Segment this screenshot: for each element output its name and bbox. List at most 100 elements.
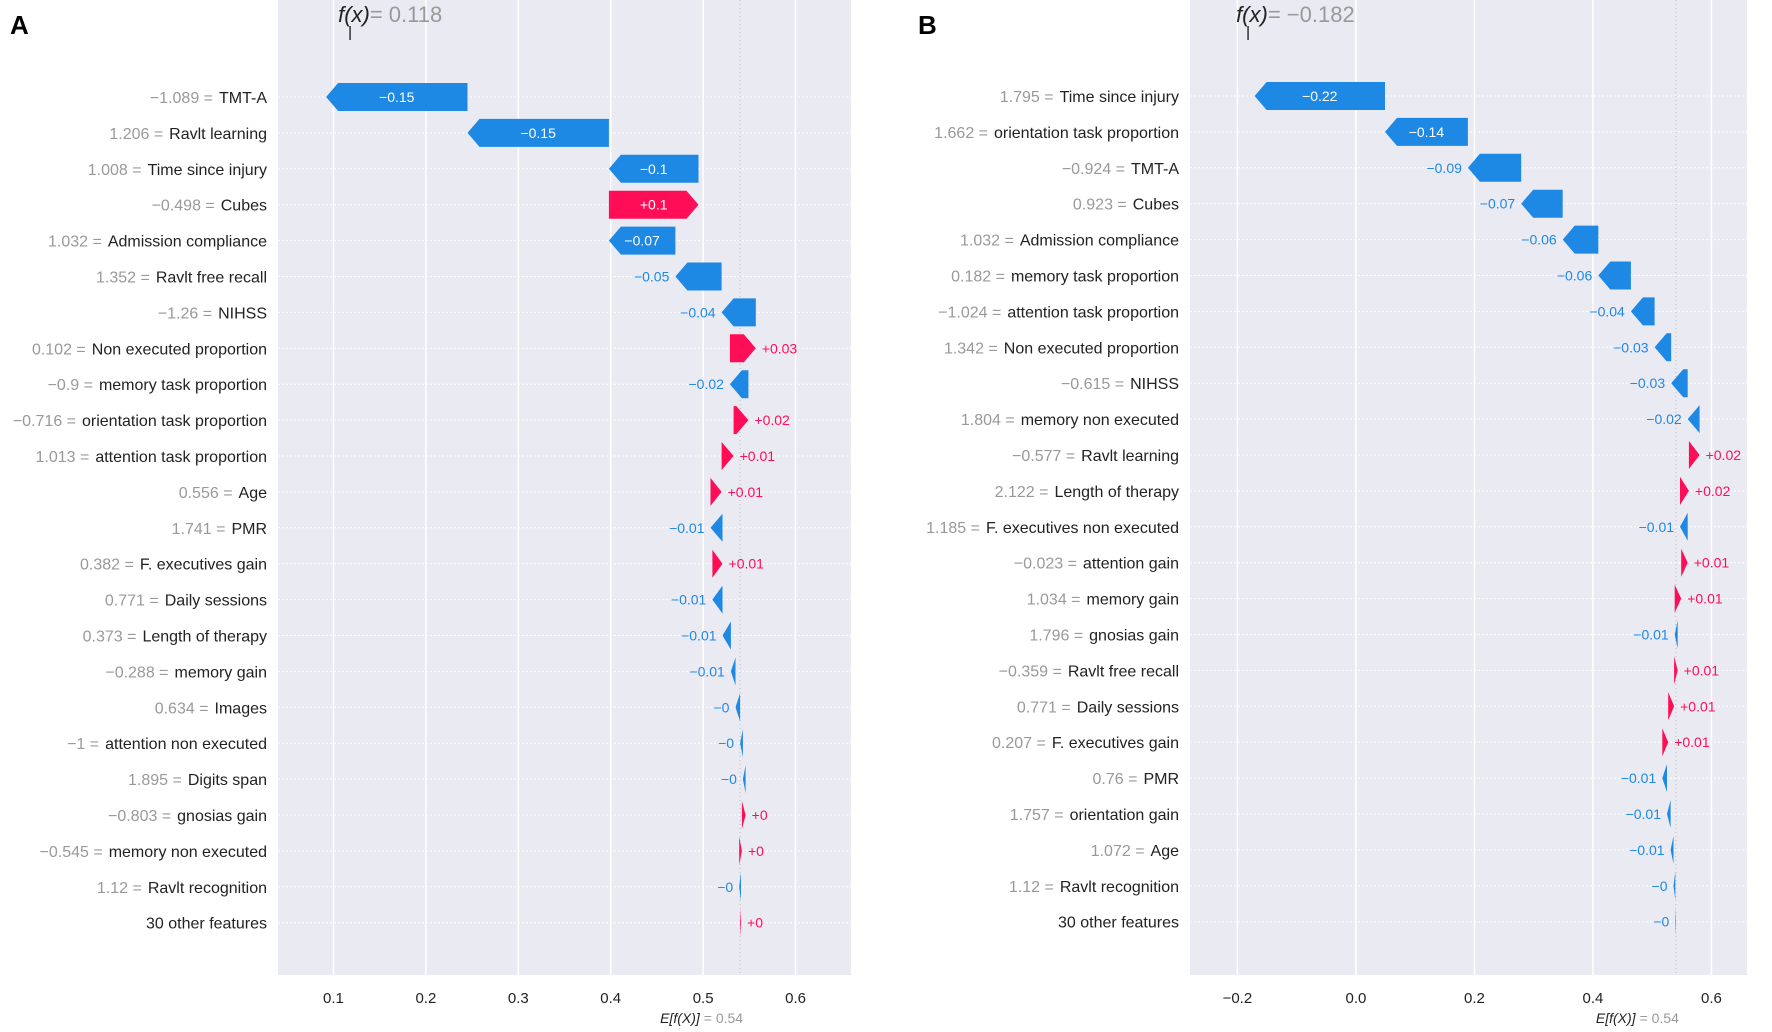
feature-name: orientation task proportion [82, 413, 267, 430]
bar-positive [1668, 692, 1675, 721]
feature-value: 0.771 = [1017, 699, 1071, 716]
feature-label: −1 = attention non executed [67, 736, 267, 753]
bar-label: −0 [717, 879, 733, 895]
feature-value: −0.9 = [48, 377, 93, 394]
bar-label: −0.01 [1621, 770, 1657, 786]
feature-label: 1.072 = Age [1091, 843, 1179, 860]
bar-positive [1662, 728, 1669, 757]
bar-negative [1680, 512, 1688, 541]
bar-label: +0.01 [1694, 555, 1730, 571]
feature-value: 1.072 = [1091, 843, 1145, 860]
x-tick-label: 0.4 [1583, 990, 1604, 1007]
feature-value: 1.206 = [109, 126, 163, 143]
feature-label: 0.634 = Images [155, 700, 267, 717]
feature-label: 1.796 = gnosias gain [1029, 628, 1179, 645]
feature-value: 1.013 = [36, 449, 90, 466]
bar-negative [1385, 117, 1468, 146]
bar-label: +0 [748, 843, 764, 859]
bar-positive [1674, 656, 1678, 685]
bar-negative [742, 765, 746, 794]
bar-negative [326, 83, 468, 111]
feature-name: Daily sessions [165, 593, 267, 610]
feature-value: −0.803 = [108, 808, 171, 825]
feature-name: attention non executed [105, 736, 267, 753]
bar-positive [1680, 476, 1689, 505]
feature-value: 0.182 = [951, 269, 1005, 286]
bar-label: +0.01 [1684, 662, 1720, 678]
x-tick-label: 0.4 [600, 990, 621, 1007]
feature-name: Ravlt learning [169, 126, 267, 143]
feature-label: 0.373 = Length of therapy [83, 629, 267, 646]
feature-label: −0.803 = gnosias gain [108, 808, 267, 825]
bar-negative [1662, 764, 1667, 793]
bar-label: +0.01 [740, 448, 776, 464]
bar-positive [1688, 441, 1700, 469]
feature-name: gnosias gain [177, 808, 267, 825]
bar-negative [1670, 835, 1674, 864]
bar-positive [608, 190, 699, 219]
bar-label: −0.15 [379, 89, 415, 105]
feature-value: 1.185 = [926, 520, 980, 537]
feature-label: 0.771 = Daily sessions [105, 593, 267, 610]
bar-negative [1654, 333, 1672, 362]
x-tick-label: 0.5 [693, 990, 714, 1007]
feature-label: 1.795 = Time since injury [1000, 89, 1179, 106]
bar-label: −0.1 [640, 161, 668, 177]
bar-label: +0.01 [1674, 734, 1710, 750]
feature-label: 1.008 = Time since injury [88, 162, 267, 179]
feature-label: 1.804 = memory non executed [961, 412, 1179, 429]
feature-label: 2.122 = Length of therapy [995, 484, 1179, 501]
bar-label: −0.01 [1633, 627, 1669, 643]
feature-name: orientation task proportion [994, 125, 1179, 142]
bar-label: −0.04 [680, 304, 716, 320]
feature-name: PMR [1143, 771, 1179, 788]
feature-value: 0.556 = [179, 485, 233, 502]
feature-value: 0.207 = [992, 735, 1046, 752]
bar-label: −0.03 [1613, 339, 1649, 355]
expected-value: = 0.54 [704, 1010, 744, 1026]
feature-value: 1.032 = [48, 234, 102, 251]
feature-value: −1.024 = [938, 304, 1001, 321]
bar-label: +0.03 [762, 340, 798, 356]
feature-value: 1.804 = [961, 412, 1015, 429]
feature-value: 1.342 = [944, 340, 998, 357]
feature-label: 30 other features [146, 916, 267, 933]
feature-label: −0.924 = TMT-A [1062, 161, 1179, 178]
feature-name: NIHSS [1130, 376, 1179, 393]
bar-label: −0.01 [1639, 519, 1675, 535]
feature-name: F. executives gain [1052, 735, 1179, 752]
panel-letter: A [10, 10, 29, 40]
feature-name: F. executives non executed [986, 520, 1179, 537]
bar-negative [730, 657, 736, 686]
feature-label: 1.12 = Ravlt recognition [1009, 879, 1179, 896]
feature-label: −0.359 = Ravlt free recall [999, 663, 1179, 680]
bar-negative [721, 298, 756, 327]
bar-negative [1467, 153, 1522, 182]
bar-negative [1687, 405, 1700, 434]
bar-negative [1598, 261, 1631, 290]
feature-name: attention gain [1083, 556, 1179, 573]
feature-name: attention task proportion [1007, 304, 1179, 321]
x-tick-label: 0.6 [1701, 990, 1722, 1007]
feature-value: 1.795 = [1000, 89, 1054, 106]
feature-label: 1.741 = PMR [172, 521, 267, 538]
panel-b: −0.22 1.795 = Time since injury −0.14 1.662 … [918, 0, 1747, 1026]
feature-label: −0.545 = memory non executed [40, 844, 267, 861]
bar-negative [712, 585, 723, 614]
bar-label: −0.07 [1480, 196, 1516, 212]
bar-label: +0.01 [729, 556, 765, 572]
feature-label: 0.382 = F. executives gain [80, 557, 267, 574]
feature-value: 1.796 = [1029, 628, 1083, 645]
bar-negative [729, 370, 749, 399]
feature-name: Age [239, 485, 268, 502]
expected-annotation: E[f(X)] = 0.54 [1596, 1010, 1679, 1026]
feature-label: 1.12 = Ravlt recognition [97, 880, 267, 897]
bar-negative [1521, 189, 1563, 218]
feature-name: gnosias gain [1089, 628, 1179, 645]
feature-name: Age [1151, 843, 1180, 860]
x-tick-label: −0.2 [1223, 990, 1253, 1007]
bar-negative [722, 621, 731, 650]
bar-label: −0.01 [681, 628, 717, 644]
feature-label: 1.032 = Admission compliance [48, 234, 267, 251]
feature-label: 0.76 = PMR [1093, 771, 1180, 788]
